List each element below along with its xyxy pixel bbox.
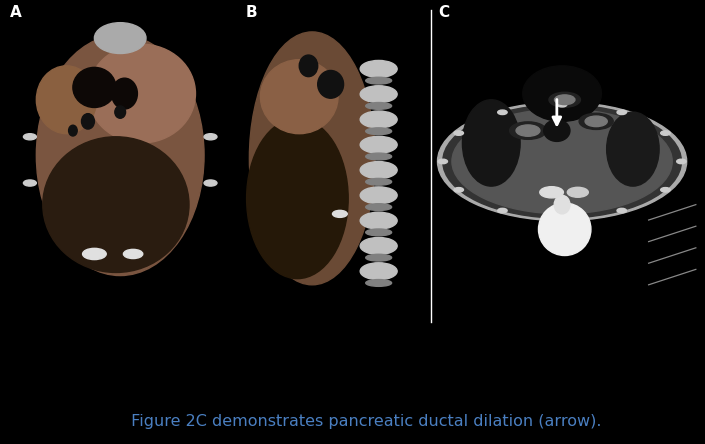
Text: Figure 2C demonstrates pancreatic ductal dilation (arrow).: Figure 2C demonstrates pancreatic ductal… xyxy=(126,413,602,428)
Circle shape xyxy=(438,102,687,221)
Ellipse shape xyxy=(73,67,116,107)
Ellipse shape xyxy=(37,35,204,276)
Circle shape xyxy=(677,159,686,164)
Ellipse shape xyxy=(544,120,570,141)
Ellipse shape xyxy=(522,66,601,121)
Ellipse shape xyxy=(366,254,391,261)
Ellipse shape xyxy=(539,203,591,255)
Ellipse shape xyxy=(88,44,195,143)
Ellipse shape xyxy=(366,153,391,160)
Text: pancreatic ascites.: pancreatic ascites. xyxy=(8,413,179,428)
Ellipse shape xyxy=(247,118,348,279)
Circle shape xyxy=(454,131,463,135)
Circle shape xyxy=(82,248,106,260)
Circle shape xyxy=(204,180,217,186)
Circle shape xyxy=(438,159,448,164)
Circle shape xyxy=(454,187,463,192)
Circle shape xyxy=(585,116,607,127)
Ellipse shape xyxy=(360,60,397,77)
Circle shape xyxy=(661,131,670,135)
Ellipse shape xyxy=(366,103,391,109)
Circle shape xyxy=(204,134,217,140)
Ellipse shape xyxy=(318,71,343,98)
Ellipse shape xyxy=(115,106,125,118)
Circle shape xyxy=(617,208,627,213)
Text: B: B xyxy=(245,5,257,20)
Circle shape xyxy=(661,187,670,192)
Circle shape xyxy=(333,210,348,218)
Ellipse shape xyxy=(43,137,189,273)
Circle shape xyxy=(23,180,37,186)
Circle shape xyxy=(516,125,540,136)
Ellipse shape xyxy=(360,187,397,204)
Ellipse shape xyxy=(250,32,375,285)
Circle shape xyxy=(510,122,546,139)
Circle shape xyxy=(549,92,580,107)
Ellipse shape xyxy=(82,114,94,129)
Text: Figure 2. Contrast enhanced CT scan images through (2A) coronal, (2B) sagittal: Figure 2. Contrast enhanced CT scan imag… xyxy=(8,355,705,370)
Ellipse shape xyxy=(366,229,391,236)
Ellipse shape xyxy=(68,125,78,136)
Ellipse shape xyxy=(299,55,318,77)
Circle shape xyxy=(554,95,575,105)
Circle shape xyxy=(443,105,682,218)
Ellipse shape xyxy=(366,204,391,210)
Text: and (2C) axial sections showing the extraperitoneal fluid collection due to: and (2C) axial sections showing the extr… xyxy=(8,384,681,399)
Text: A: A xyxy=(10,5,22,20)
Ellipse shape xyxy=(366,178,391,185)
Ellipse shape xyxy=(607,112,659,186)
Circle shape xyxy=(568,187,588,197)
Ellipse shape xyxy=(37,66,97,134)
Ellipse shape xyxy=(360,238,397,254)
Circle shape xyxy=(617,110,627,115)
Ellipse shape xyxy=(360,86,397,103)
Ellipse shape xyxy=(360,263,397,280)
Circle shape xyxy=(23,134,37,140)
Ellipse shape xyxy=(462,100,520,186)
Circle shape xyxy=(498,208,507,213)
Circle shape xyxy=(498,110,507,115)
Ellipse shape xyxy=(94,23,146,53)
Ellipse shape xyxy=(366,128,391,135)
Circle shape xyxy=(579,113,613,130)
Circle shape xyxy=(452,109,673,214)
Circle shape xyxy=(123,250,143,258)
Circle shape xyxy=(540,186,563,198)
Ellipse shape xyxy=(260,59,338,134)
Text: C: C xyxy=(439,5,450,20)
Ellipse shape xyxy=(360,136,397,153)
Circle shape xyxy=(558,103,567,107)
Ellipse shape xyxy=(366,77,391,84)
Ellipse shape xyxy=(111,78,137,109)
Ellipse shape xyxy=(366,280,391,286)
Ellipse shape xyxy=(360,111,397,128)
Ellipse shape xyxy=(554,195,570,214)
Ellipse shape xyxy=(360,212,397,229)
Circle shape xyxy=(558,216,567,220)
Ellipse shape xyxy=(360,162,397,178)
